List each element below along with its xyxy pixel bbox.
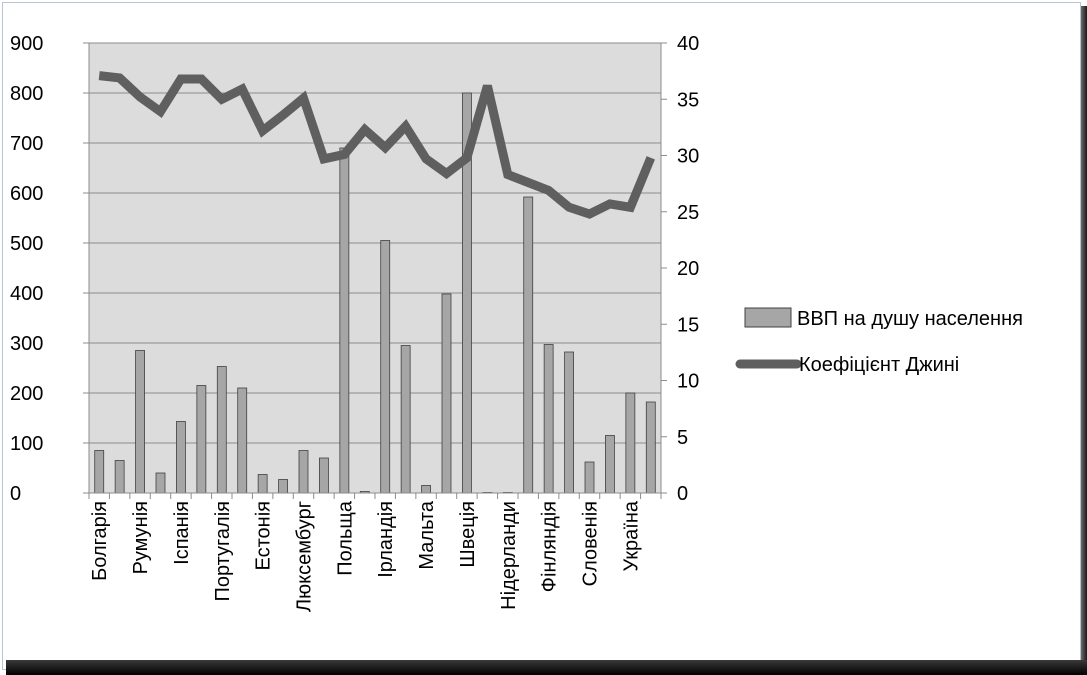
bar [136,351,145,494]
legend-bar-label: ВВП на душу населення [797,308,1023,330]
y-axis-right: 0 5 10 15 20 25 30 35 40 [661,33,699,505]
y-right-tick-label: 10 [677,371,699,393]
y-left-tick-label: 300 [10,333,43,355]
x-tick-label: Нідерланди [498,501,520,610]
y-left-tick-label: 800 [10,83,43,105]
bar [258,475,267,494]
y-right-tick-label: 30 [677,146,699,168]
y-left-tick-label: 400 [10,283,43,305]
y-left-tick-label: 0 [10,483,21,505]
bar [605,436,614,494]
bar [238,388,247,493]
bar [217,367,226,494]
y-right-tick-label: 35 [677,89,699,111]
bar [319,458,328,493]
y-left-tick-label: 500 [10,233,43,255]
bar [524,197,533,493]
x-tick-label: Мальта [416,500,438,569]
y-right-tick-label: 5 [677,427,688,449]
bar [585,462,594,493]
bar [544,345,553,494]
bar [646,402,655,493]
x-tick-label: Ірландія [375,501,397,578]
legend-line-label: Коефіцієнт Джині [799,354,959,376]
legend: ВВП на душу населення Коефіцієнт Джині [740,308,1023,376]
y-left-tick-label: 900 [10,33,43,55]
y-left-tick-label: 200 [10,383,43,405]
bar [197,386,206,494]
bar [401,346,410,494]
y-right-tick-label: 20 [677,258,699,280]
bar [115,461,124,494]
y-right-tick-label: 40 [677,33,699,55]
y-right-tick-label: 25 [677,202,699,224]
x-axis: Болгарія Румунія Іспанія Португалія Естонія Л… [89,493,661,612]
y-right-tick-label: 0 [677,483,688,505]
x-tick-label: Естонія [253,501,275,571]
bar [340,148,349,493]
bar [381,241,390,494]
bar [299,451,308,494]
y-axis-left: 0 100 200 300 400 500 600 700 800 900 [10,33,89,505]
plot-area [89,43,661,493]
bar [442,294,451,493]
x-tick-label: Болгарія [89,501,111,581]
bar [279,480,288,494]
x-tick-label: Фінляндія [539,501,561,592]
x-tick-label: Польща [334,500,356,576]
bar [156,473,165,493]
legend-bar-swatch [745,308,791,327]
bar [565,352,574,493]
y-left-tick-label: 100 [10,433,43,455]
bar [95,451,104,494]
y-left-tick-label: 600 [10,183,43,205]
x-tick-label: Словенія [580,501,602,586]
y-left-tick-label: 700 [10,133,43,155]
x-tick-label: Швеція [457,501,479,568]
x-tick-label: Румунія [130,501,152,574]
bar [626,393,635,493]
bar [176,422,185,494]
x-tick-label: Люксембург [294,501,316,612]
x-tick-label: Україна [620,500,642,571]
bar [422,486,431,494]
y-right-tick-label: 15 [677,314,699,336]
x-tick-label: Португалія [212,501,234,602]
x-tick-label: Іспанія [171,501,193,565]
